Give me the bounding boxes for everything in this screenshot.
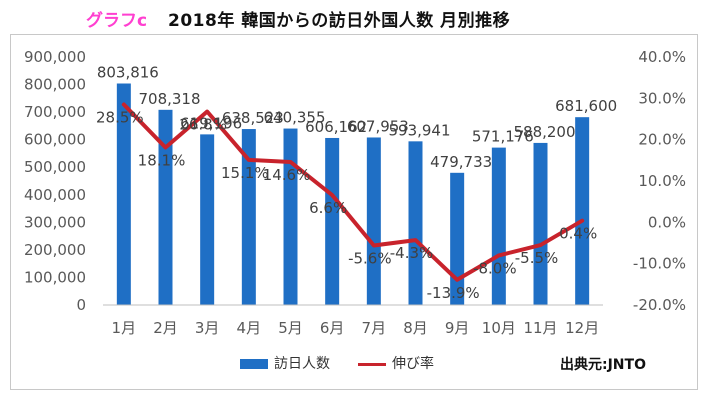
x-tick-label: 9月: [445, 319, 470, 337]
legend-label-visitors: 訪日人数: [274, 356, 330, 372]
y-right-tick-label: 20.0%: [638, 131, 686, 149]
growth-value-label: -13.9%: [427, 284, 480, 302]
y-right-tick-label: -10.0%: [633, 255, 686, 273]
x-tick-label: 5月: [278, 319, 303, 337]
growth-point-8: [414, 238, 417, 242]
y-right-tick-label: 10.0%: [638, 172, 686, 190]
y-left-tick-label: 200,000: [24, 241, 86, 259]
growth-value-label: -5.5%: [515, 249, 559, 267]
bar-value-label: 571,176: [472, 128, 534, 146]
growth-value-label: -5.6%: [348, 249, 392, 267]
bar-value-label: 479,733: [430, 153, 492, 171]
bar-10: [491, 147, 506, 305]
legend-bar-swatch: [240, 359, 268, 369]
growth-value-label: 14.6%: [263, 166, 311, 184]
bar-6: [325, 137, 340, 305]
growth-point-11: [539, 243, 542, 247]
bar-value-label: 803,816: [97, 64, 159, 82]
bar-12: [575, 117, 590, 305]
x-tick-label: 3月: [195, 319, 220, 337]
chart-badge: グラフc: [86, 11, 148, 31]
bar-1: [116, 83, 131, 306]
y-left-tick-label: 600,000: [24, 131, 86, 149]
x-tick-label: 1月: [112, 319, 137, 337]
y-left-tick-label: 900,000: [24, 48, 86, 66]
growth-value-label: 6.6%: [309, 199, 347, 217]
x-tick-label: 8月: [403, 319, 428, 337]
growth-point-10: [497, 253, 501, 257]
bar-8: [408, 141, 423, 305]
bar-4: [241, 129, 256, 305]
bar-value-label: 708,318: [138, 90, 200, 108]
legend-item-visitors: 訪日人数: [240, 353, 330, 373]
bar-value-label: 606,162: [305, 118, 367, 136]
growth-point-7: [372, 243, 376, 247]
y-left-tick-label: 100,000: [24, 268, 86, 286]
x-tick-label: 6月: [320, 319, 345, 337]
growth-point-12: [580, 219, 584, 223]
bar-11: [533, 142, 548, 305]
x-tick-label: 2月: [153, 319, 178, 337]
x-tick-label: 12月: [565, 319, 599, 337]
growth-value-label: 26.8%: [179, 116, 227, 134]
y-left-tick-label: 500,000: [24, 158, 86, 176]
bar-3: [200, 134, 215, 305]
growth-point-5: [289, 160, 292, 164]
growth-value-label: -8.0%: [473, 259, 517, 277]
bar-value-label: 681,600: [555, 97, 617, 115]
y-left-tick-label: 300,000: [24, 213, 86, 231]
bar-5: [283, 128, 298, 305]
bar-7: [366, 137, 381, 305]
y-right-tick-label: 30.0%: [638, 89, 686, 107]
x-tick-label: 7月: [362, 319, 387, 337]
y-left-tick-label: 400,000: [24, 186, 86, 204]
y-left-tick-label: 800,000: [24, 76, 86, 94]
legend-line-swatch: [358, 362, 386, 366]
x-tick-label: 10月: [482, 319, 516, 337]
y-right-tick-label: 0.0%: [648, 213, 686, 231]
source-note: 出典元:JNTO: [560, 357, 646, 373]
bar-2: [158, 109, 173, 306]
growth-point-1: [122, 103, 126, 107]
x-tick-label: 11月: [523, 319, 557, 337]
legend-label-growth: 伸び率: [392, 356, 434, 372]
bar-value-label: 638,523: [222, 109, 284, 127]
title-row: グラフc 2018年 韓国からの訪日外国人数 月別推移: [0, 4, 709, 32]
bar-value-label: 593,941: [388, 121, 450, 139]
growth-point-3: [205, 110, 209, 114]
chart-title: 2018年 韓国からの訪日外国人数 月別推移: [168, 11, 511, 31]
growth-point-6: [330, 193, 334, 197]
legend-item-growth: 伸び率: [358, 353, 434, 373]
bar-value-label: 619,196: [180, 114, 242, 132]
x-tick-label: 4月: [237, 319, 262, 337]
bar-9: [450, 172, 465, 305]
growth-point-9: [455, 278, 459, 282]
y-left-tick-label: 0: [76, 296, 86, 314]
bar-value-label: 640,355: [263, 109, 325, 127]
growth-value-label: 0.4%: [559, 225, 597, 243]
growth-value-label: 28.5%: [96, 109, 144, 127]
growth-value-label: 15.1%: [221, 164, 269, 182]
growth-line: [121, 102, 585, 282]
growth-point-4: [247, 158, 251, 162]
growth-value-label: 18.1%: [138, 152, 186, 170]
y-right-tick-label: 40.0%: [638, 48, 686, 66]
y-right-tick-label: -20.0%: [633, 296, 686, 314]
bar-value-label: 607,953: [347, 117, 409, 135]
growth-point-2: [164, 146, 167, 150]
bar-value-label: 588,200: [513, 123, 575, 141]
growth-value-label: -4.3%: [390, 244, 434, 262]
y-left-tick-label: 700,000: [24, 103, 86, 121]
